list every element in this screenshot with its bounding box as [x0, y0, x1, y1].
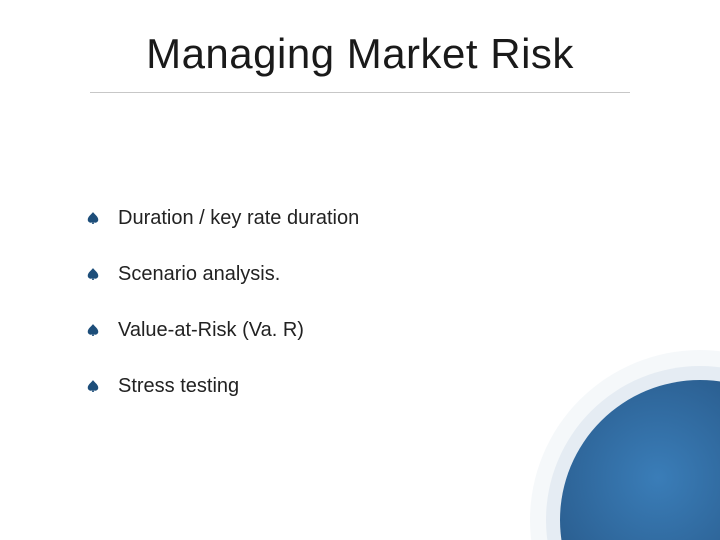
title-underline — [90, 92, 630, 93]
bullet-list: Duration / key rate duration Scenario an… — [86, 206, 646, 430]
spade-icon — [86, 323, 100, 337]
bullet-text: Duration / key rate duration — [118, 206, 359, 230]
bullet-text: Scenario analysis. — [118, 262, 280, 286]
bullet-text: Stress testing — [118, 374, 239, 398]
slide-title: Managing Market Risk — [0, 30, 720, 78]
list-item: Value-at-Risk (Va. R) — [86, 318, 646, 342]
list-item: Stress testing — [86, 374, 646, 398]
list-item: Scenario analysis. — [86, 262, 646, 286]
spade-icon — [86, 267, 100, 281]
spade-icon — [86, 211, 100, 225]
list-item: Duration / key rate duration — [86, 206, 646, 230]
bullet-text: Value-at-Risk (Va. R) — [118, 318, 304, 342]
slide: Managing Market Risk Duration / key rate… — [0, 0, 720, 540]
spade-icon — [86, 379, 100, 393]
